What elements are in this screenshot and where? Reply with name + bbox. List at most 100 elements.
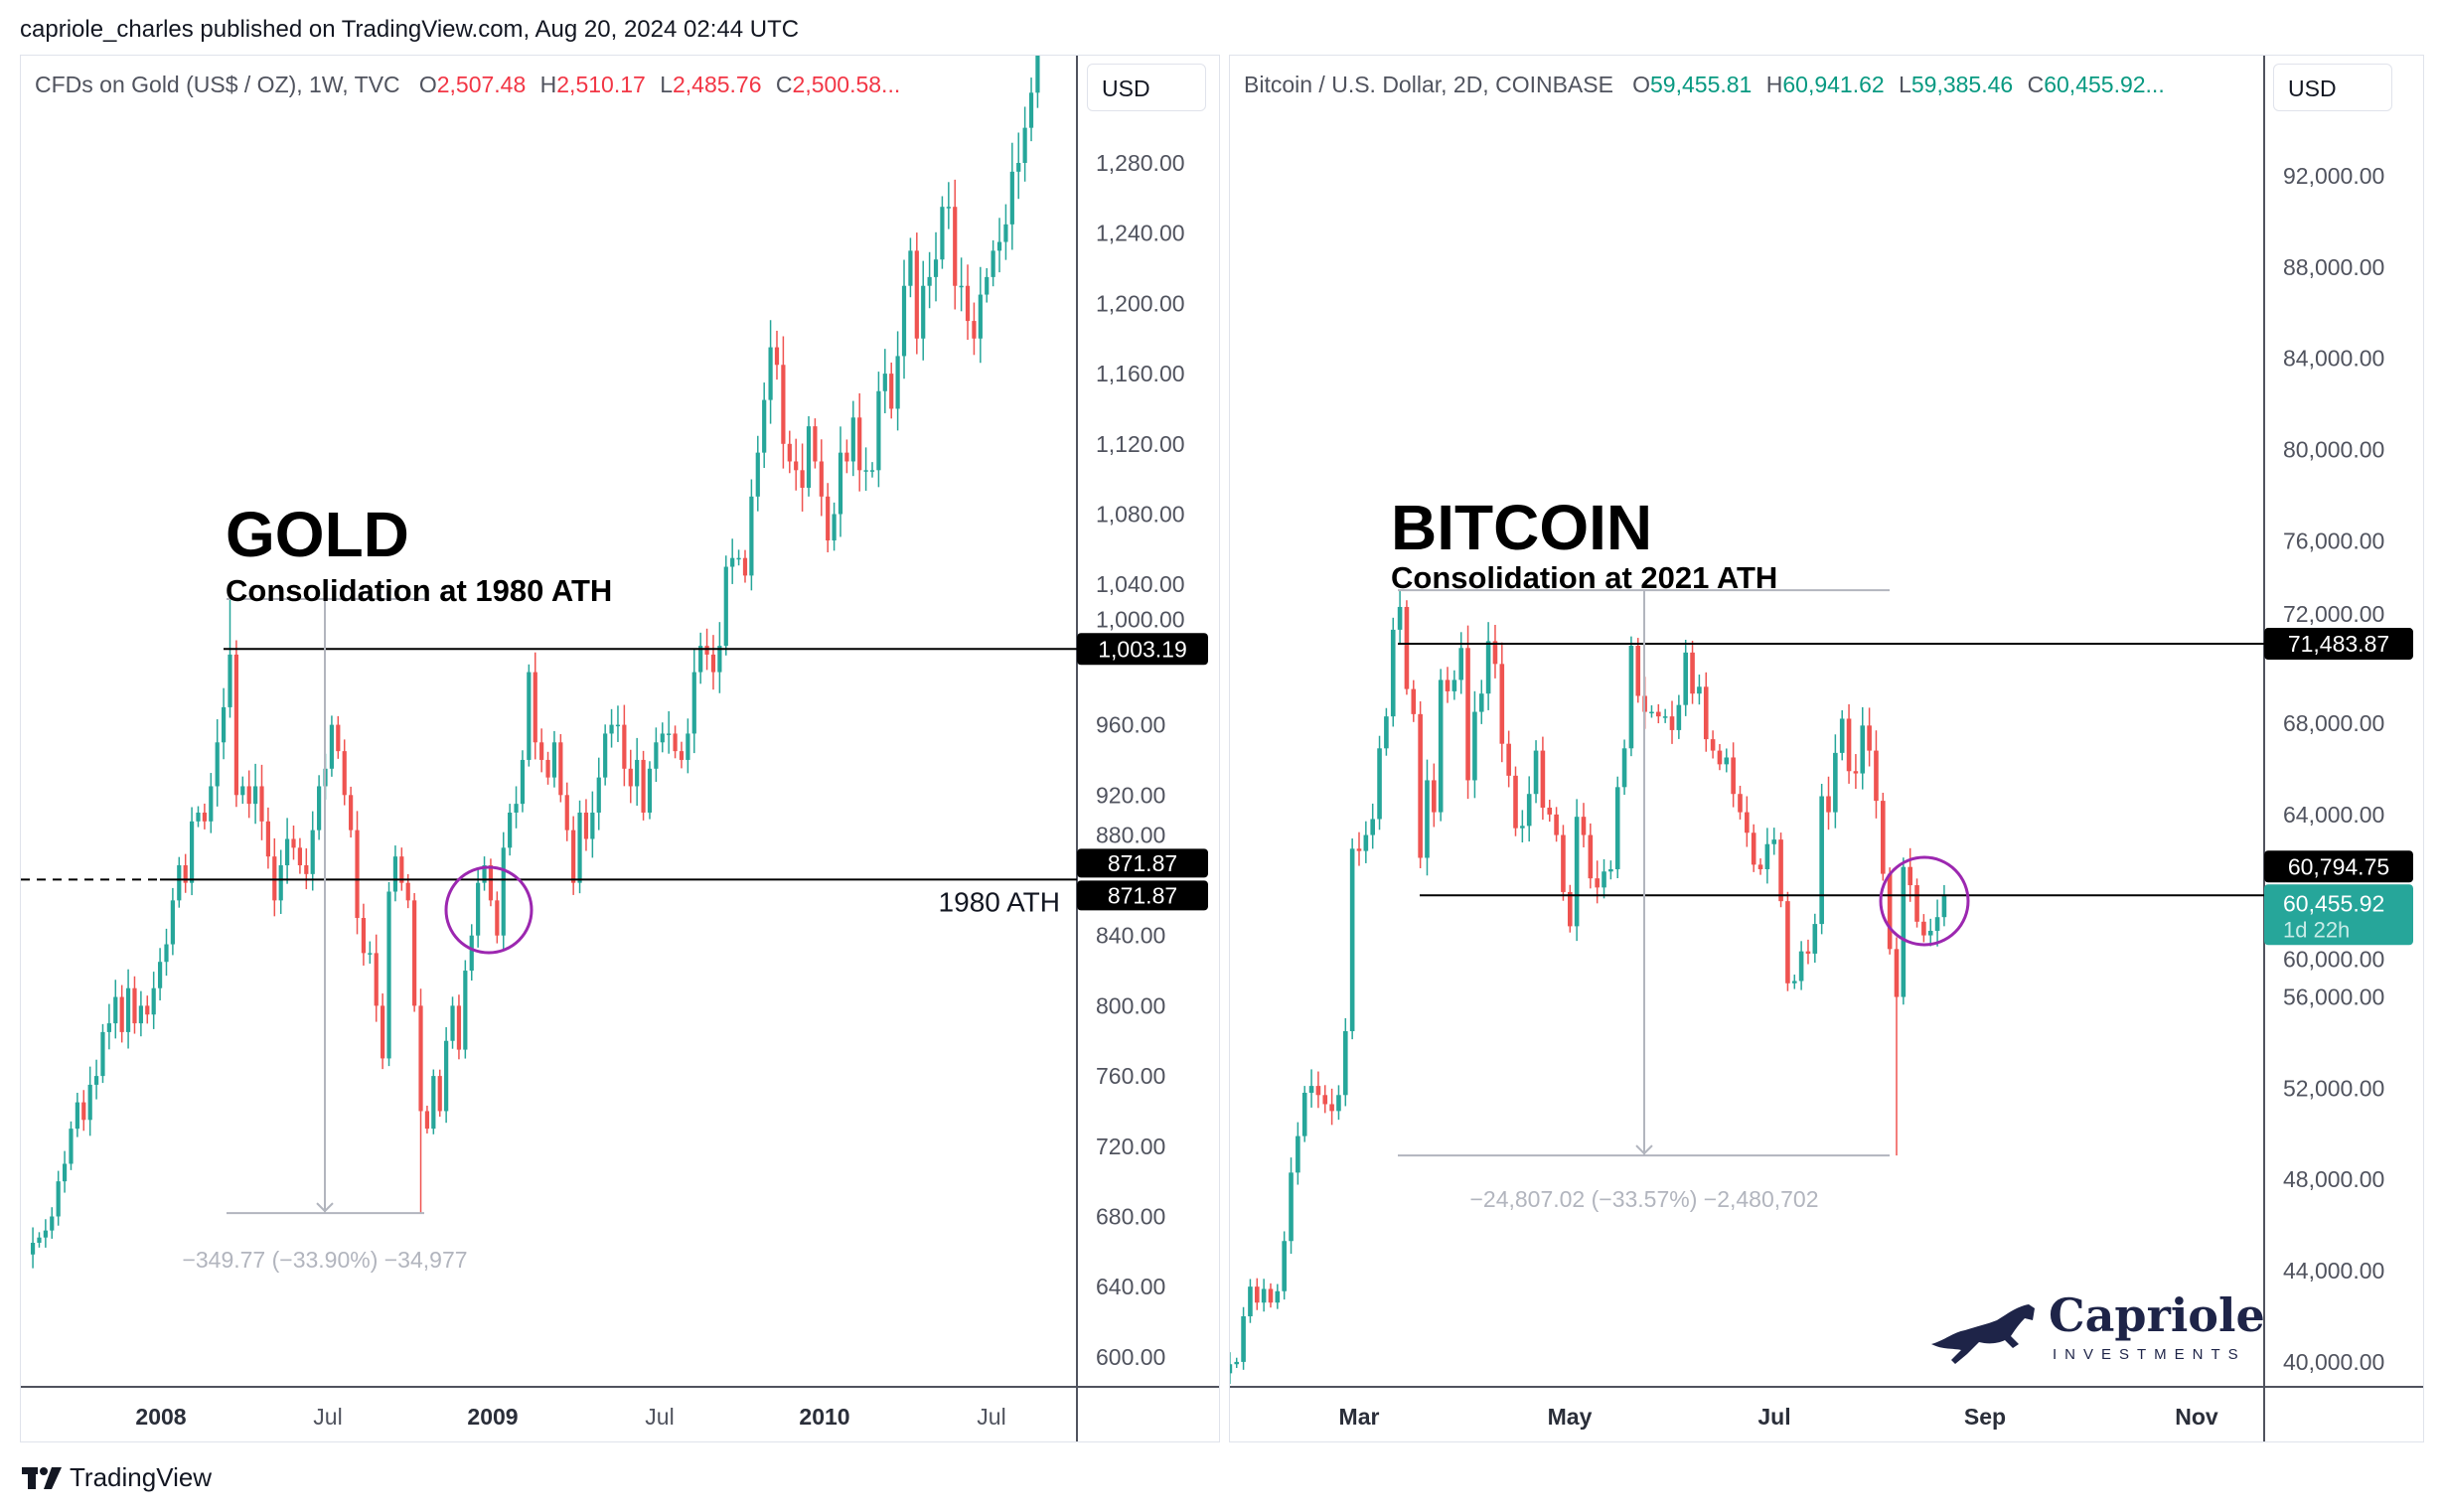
candle: [93, 1059, 99, 1100]
candle-body: [469, 935, 474, 972]
candle-body: [1397, 606, 1403, 630]
candle-body: [1745, 812, 1750, 833]
measure-arrow-icon: [316, 1202, 334, 1213]
candle-body: [1336, 1095, 1341, 1112]
candle: [1656, 703, 1661, 724]
candle: [444, 1026, 449, 1124]
gold-chart-pane[interactable]: 1,280.00 1,240.00 1,200.00 1,160.00 1,120.00…: [20, 55, 1220, 1442]
btc-symbol[interactable]: Bitcoin / U.S. Dollar, 2D, COINBASE: [1244, 72, 1613, 97]
candle: [43, 1219, 48, 1248]
candle: [1009, 142, 1014, 250]
candle: [75, 1093, 79, 1137]
candle: [1921, 914, 1926, 943]
candle: [514, 786, 519, 829]
candle-body: [704, 646, 709, 655]
candle-body: [1241, 1316, 1246, 1362]
candle-body: [1880, 801, 1886, 874]
candle-body: [1478, 693, 1484, 712]
candle: [1894, 937, 1900, 1156]
candle: [959, 257, 964, 312]
close-value: 2,500.58...: [792, 72, 901, 97]
candle-body: [946, 207, 951, 209]
candle: [265, 807, 271, 869]
candle: [412, 893, 417, 1012]
time-tick-label: May: [1548, 1404, 1593, 1430]
candle: [183, 853, 188, 893]
candle: [431, 1069, 436, 1134]
candle-body: [336, 724, 341, 752]
candle: [1336, 1085, 1341, 1121]
candle: [1254, 1278, 1260, 1310]
candle: [106, 1003, 111, 1050]
candle-body: [781, 365, 786, 444]
candle-body: [1833, 752, 1838, 813]
candle: [132, 976, 137, 1034]
candle: [698, 632, 703, 684]
candle-body: [1432, 780, 1437, 813]
candle-body: [412, 900, 417, 1006]
candle: [1690, 640, 1695, 704]
btc-currency-button[interactable]: USD: [2273, 64, 2392, 111]
candle: [1757, 858, 1763, 875]
candle: [730, 538, 735, 584]
candle: [1703, 672, 1709, 752]
candle-body: [125, 987, 131, 1032]
low-label: L: [660, 72, 673, 97]
candle-body: [972, 321, 977, 339]
tradingview-footer[interactable]: TradingView: [22, 1462, 212, 1493]
candle-body: [635, 759, 640, 787]
candle-body: [730, 557, 735, 567]
candle: [978, 266, 983, 364]
candle-body: [813, 426, 818, 462]
btc-title: BITCOIN: [1391, 492, 1652, 563]
time-tick-label: 2010: [799, 1404, 849, 1430]
time-tick-label: 2008: [135, 1404, 186, 1430]
candle: [609, 708, 614, 748]
candle: [914, 232, 919, 355]
candle-body: [444, 1040, 449, 1112]
price-tick-label: 1,240.00: [1096, 221, 1185, 246]
btc-chart-pane[interactable]: 92,000.00 88,000.00 84,000.00 80,000.00 76,0…: [1229, 55, 2424, 1442]
gold-symbol[interactable]: CFDs on Gold (US$ / OZ), 1W, TVC: [35, 72, 400, 97]
candle: [1595, 860, 1600, 904]
candle-body: [882, 374, 887, 391]
gold-currency-button[interactable]: USD: [1087, 64, 1206, 111]
candle-body: [1676, 704, 1682, 730]
candle: [285, 818, 290, 884]
candle: [157, 948, 163, 1001]
candle: [456, 994, 462, 1060]
btc-level-high-label-box: [2264, 628, 2413, 661]
candle-body: [1016, 163, 1021, 172]
candle-body: [1785, 901, 1790, 983]
candle-body: [959, 285, 964, 288]
candle: [1322, 1085, 1328, 1114]
price-tick-label: 1,280.00: [1096, 150, 1185, 176]
candle: [1404, 600, 1410, 695]
candle: [1908, 847, 1912, 902]
candle-body: [329, 724, 335, 769]
candle-body: [1234, 1361, 1240, 1365]
candle: [667, 710, 672, 754]
candle-body: [1602, 871, 1606, 888]
candle-body: [1349, 848, 1355, 1031]
candle: [520, 750, 526, 813]
candle-body: [514, 804, 519, 813]
candle: [1927, 918, 1933, 947]
btc-chart[interactable]: 92,000.00 88,000.00 84,000.00 80,000.00 76,0…: [1230, 56, 2423, 1441]
ath-label: 1980 ATH: [939, 886, 1060, 917]
candle: [304, 847, 309, 890]
candle: [1261, 1279, 1267, 1312]
candle-body: [1035, 56, 1040, 93]
candle-body: [1724, 757, 1730, 765]
candle: [774, 330, 780, 380]
candle-body: [1867, 725, 1872, 751]
candle: [291, 825, 296, 860]
candle: [691, 649, 696, 754]
candle: [253, 763, 258, 825]
candle: [81, 1090, 86, 1132]
candle: [368, 941, 373, 964]
candle-body: [233, 654, 238, 796]
candle-body: [56, 1181, 61, 1217]
gold-chart[interactable]: 1,280.00 1,240.00 1,200.00 1,160.00 1,120.00…: [21, 56, 1219, 1441]
candle-body: [81, 1102, 86, 1121]
